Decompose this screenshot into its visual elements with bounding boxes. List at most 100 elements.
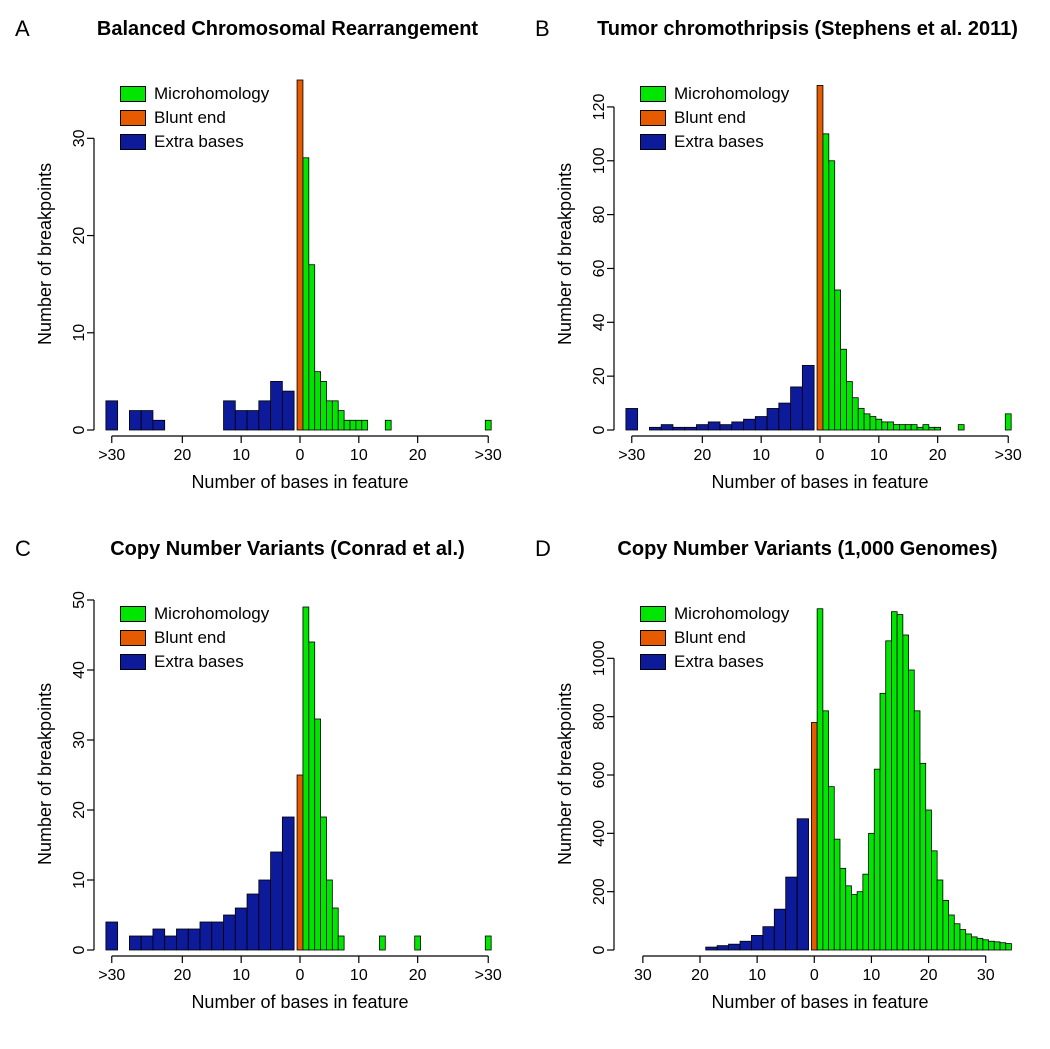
bar — [1005, 414, 1011, 430]
bar — [326, 880, 332, 950]
legend: MicrohomologyBlunt endExtra bases — [120, 82, 269, 154]
y-tick-label: 20 — [71, 801, 88, 819]
legend-label: Blunt end — [154, 628, 226, 648]
x-tick-label: 20 — [173, 967, 191, 984]
panel-B: BTumor chromothripsis (Stephens et al. 2… — [535, 10, 1035, 510]
x-tick-label: 10 — [232, 447, 250, 464]
x-tick-label: >30 — [98, 447, 125, 464]
bar — [874, 769, 880, 950]
bar — [297, 775, 303, 950]
y-tick-label: 20 — [591, 367, 608, 385]
x-tick-label: 30 — [977, 967, 995, 984]
bar — [106, 922, 118, 950]
panel-D: DCopy Number Variants (1,000 Genomes)302… — [535, 530, 1035, 1030]
bar — [485, 936, 491, 950]
bar — [732, 422, 744, 430]
y-tick-label: 120 — [591, 93, 608, 120]
bar — [829, 161, 835, 430]
x-tick-label: 10 — [752, 447, 770, 464]
legend-row: Blunt end — [120, 106, 269, 130]
y-tick-label: 80 — [591, 206, 608, 224]
legend-swatch — [640, 86, 666, 102]
legend: MicrohomologyBlunt endExtra bases — [120, 602, 269, 674]
y-tick-label: 50 — [71, 591, 88, 609]
bar — [1000, 943, 1006, 950]
bar — [415, 936, 421, 950]
x-tick-label: 10 — [350, 967, 368, 984]
bar — [485, 420, 491, 430]
x-tick-label: 10 — [748, 967, 766, 984]
bar — [309, 642, 315, 950]
x-tick-label: 0 — [296, 967, 305, 984]
bar — [129, 936, 141, 950]
bar — [282, 391, 294, 430]
bar — [977, 938, 983, 950]
y-tick-label: 0 — [591, 425, 608, 434]
bar — [864, 414, 870, 430]
y-tick-label: 30 — [71, 731, 88, 749]
bar — [315, 719, 321, 950]
legend: MicrohomologyBlunt endExtra bases — [640, 602, 789, 674]
legend-swatch — [120, 86, 146, 102]
y-tick-label: 100 — [591, 147, 608, 174]
bar — [841, 349, 847, 430]
bar — [863, 874, 869, 950]
legend-swatch — [120, 654, 146, 670]
y-tick-label: 800 — [591, 703, 608, 730]
x-tick-label: 20 — [173, 447, 191, 464]
bar — [851, 895, 857, 950]
bar — [958, 425, 964, 430]
bar — [744, 419, 756, 430]
legend-label: Blunt end — [154, 108, 226, 128]
bar — [165, 936, 177, 950]
y-tick-label: 60 — [591, 259, 608, 277]
x-tick-label: >30 — [618, 447, 645, 464]
bar — [379, 936, 385, 950]
bar — [176, 929, 188, 950]
bar — [817, 85, 823, 430]
y-tick-label: 10 — [71, 324, 88, 342]
y-tick-label: 0 — [71, 425, 88, 434]
bar — [309, 265, 315, 430]
bar — [321, 381, 327, 430]
bar — [626, 408, 638, 430]
bar — [858, 408, 864, 430]
bar — [212, 922, 224, 950]
legend-label: Microhomology — [154, 604, 269, 624]
bar — [954, 924, 960, 950]
y-tick-label: 0 — [591, 945, 608, 954]
bar — [960, 930, 966, 950]
bar — [200, 922, 212, 950]
legend-label: Extra bases — [154, 132, 244, 152]
bar — [673, 427, 685, 430]
x-tick-label: 20 — [929, 447, 947, 464]
bar — [905, 425, 911, 430]
y-tick-label: 10 — [71, 871, 88, 889]
legend-label: Microhomology — [674, 604, 789, 624]
x-tick-label: 20 — [693, 447, 711, 464]
bar — [989, 941, 995, 950]
bar — [303, 158, 309, 430]
bar — [153, 929, 165, 950]
bar — [846, 382, 852, 430]
legend-swatch — [640, 110, 666, 126]
x-tick-label: 20 — [691, 967, 709, 984]
bar — [696, 425, 708, 430]
bar — [869, 833, 875, 950]
bar — [917, 427, 923, 430]
x-tick-label: 0 — [816, 447, 825, 464]
bar — [767, 408, 779, 430]
legend-label: Blunt end — [674, 108, 746, 128]
bar — [882, 422, 888, 430]
bar — [344, 420, 350, 430]
bar — [740, 941, 751, 950]
legend-swatch — [120, 110, 146, 126]
bar — [235, 908, 247, 950]
y-axis-label: Number of breakpoints — [35, 683, 56, 865]
bar — [332, 908, 338, 950]
legend-swatch — [120, 134, 146, 150]
bar — [994, 942, 1000, 950]
bar — [817, 609, 823, 950]
bar — [708, 422, 720, 430]
bar — [914, 711, 920, 950]
